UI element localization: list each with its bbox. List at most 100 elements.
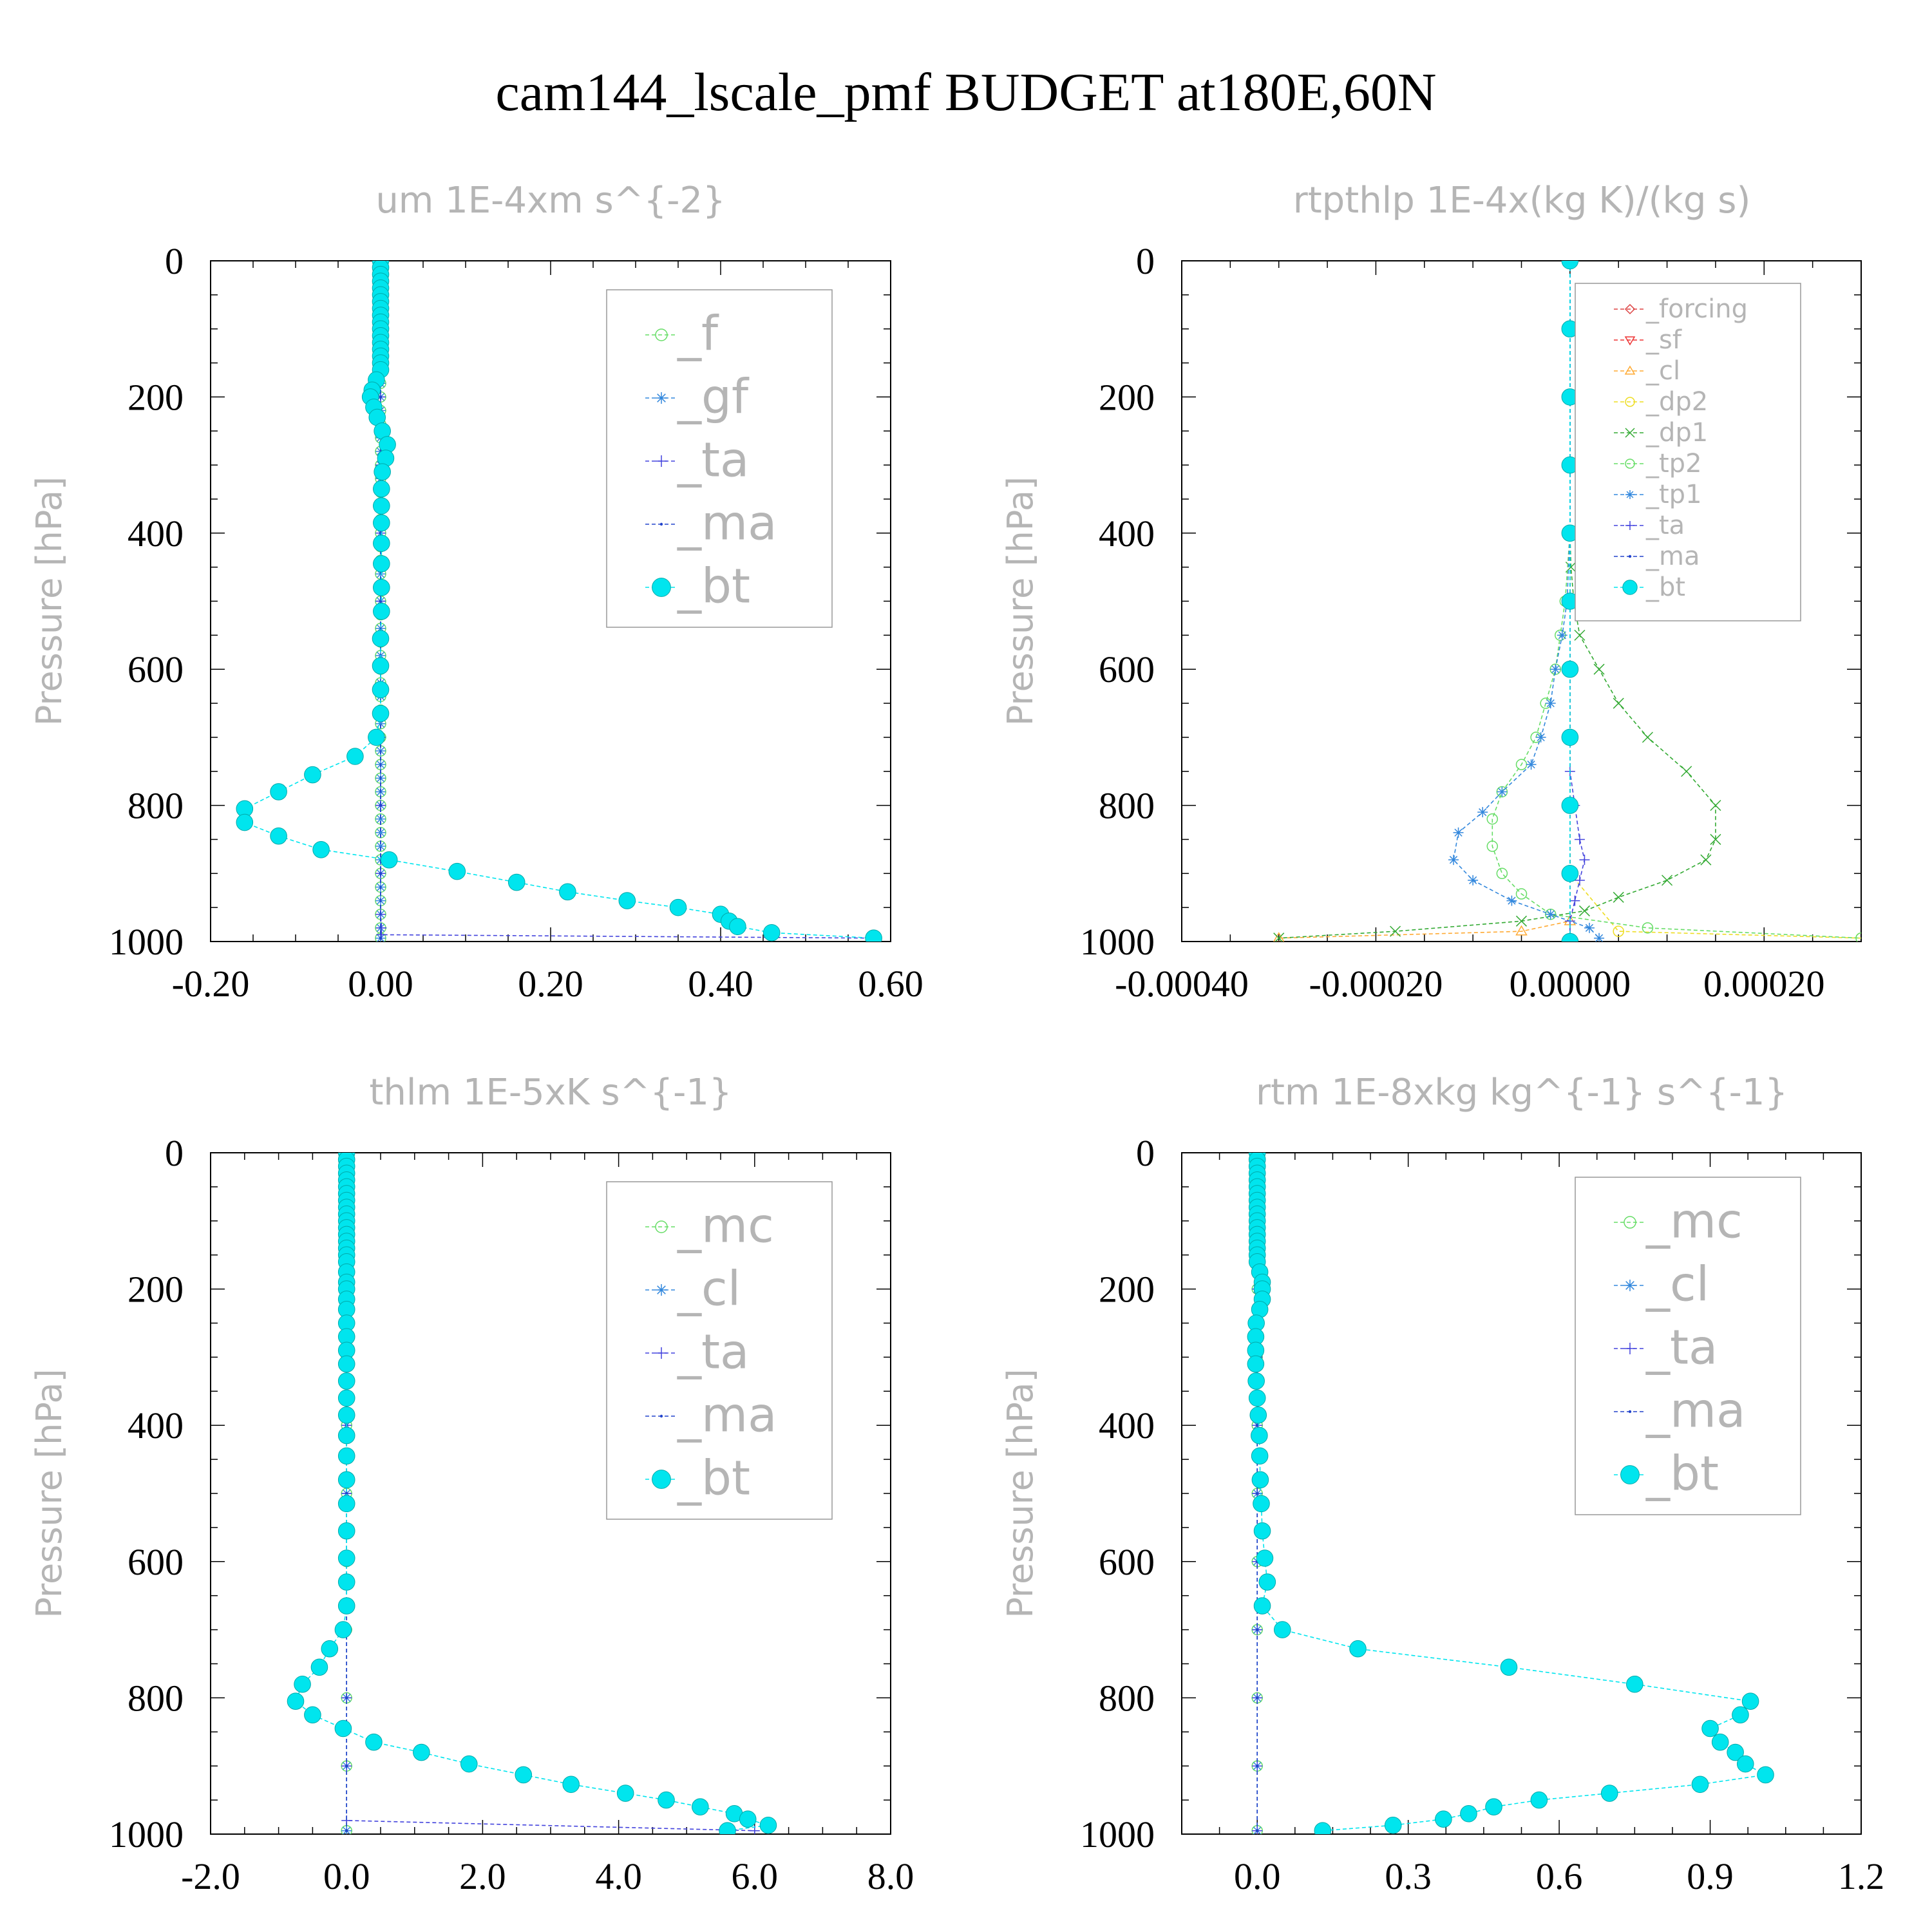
data-point_bt xyxy=(1384,1816,1402,1834)
data-point_bt xyxy=(1435,1810,1452,1828)
legend-label: _ma xyxy=(677,1388,777,1443)
panel-3: 0 200 400 600 800 1000 0.0 0.3 0.6 0.9 1.2 rtm 1E-8… xyxy=(1000,1072,1884,1897)
data-point_dp1 xyxy=(1515,915,1528,927)
legend-marker xyxy=(1625,459,1635,469)
legend-marker xyxy=(652,1470,671,1489)
legend-label: _tp2 xyxy=(1645,449,1702,478)
data-point_bt xyxy=(762,923,781,942)
legend-label: _bt xyxy=(1645,573,1685,602)
data-point_bt xyxy=(270,827,287,845)
data-point_bt xyxy=(1561,728,1579,746)
data-point_dp1 xyxy=(1710,833,1721,845)
data-point_tp2 xyxy=(1855,932,1861,942)
data-point_cl xyxy=(1273,932,1285,942)
data-point_bt xyxy=(1349,1640,1367,1658)
legend-marker xyxy=(1620,1465,1640,1484)
data-point_tp1 xyxy=(1550,664,1561,675)
data-point_bt xyxy=(669,898,687,916)
y-tick-label: 1000 xyxy=(109,1814,184,1855)
data-point_bt xyxy=(337,1406,355,1424)
legend-marker xyxy=(659,522,663,526)
data-point_bt xyxy=(1273,1621,1291,1638)
data-point_bt xyxy=(460,1755,478,1773)
data-point_bt xyxy=(1701,1719,1719,1738)
data-point_bt xyxy=(692,1798,709,1815)
legend-label: _cl xyxy=(1645,1257,1709,1312)
legend-marker xyxy=(1624,303,1636,315)
data-point_tp1 xyxy=(1477,807,1488,818)
legend-marker xyxy=(655,328,668,341)
data-point_bt xyxy=(1247,1355,1265,1373)
data-point_bt xyxy=(337,1471,355,1489)
legend-marker xyxy=(1622,580,1638,595)
legend-marker xyxy=(1625,490,1634,499)
y-tick-label: 200 xyxy=(128,376,184,418)
data-point_ta xyxy=(1579,855,1590,866)
data-point_bt xyxy=(1736,1755,1754,1773)
data-point_ma xyxy=(379,804,383,807)
data-point_tp2 xyxy=(1486,813,1499,825)
data-point_ma xyxy=(345,1765,348,1768)
y-tick-label: 1000 xyxy=(109,921,184,963)
panel-title: thlm 1E-5xK s^{-1} xyxy=(369,1072,732,1113)
data-point_bt xyxy=(287,1692,305,1710)
data-point_bt xyxy=(304,766,321,784)
data-point_gf xyxy=(375,841,386,852)
data-point_bt xyxy=(1561,261,1579,270)
data-point_bt xyxy=(337,1447,355,1465)
series-line_cl xyxy=(1278,261,1571,939)
legend-marker xyxy=(1625,397,1635,407)
data-point_bt xyxy=(1251,1447,1269,1465)
legend-label: _ma xyxy=(1645,1383,1745,1439)
data-point_bt xyxy=(515,1766,533,1784)
data-point_tp2 xyxy=(1486,840,1499,852)
y-tick-label: 400 xyxy=(1099,513,1155,554)
data-point_bt xyxy=(1732,1706,1749,1724)
data-point_tp1 xyxy=(1453,827,1464,838)
y-axis-label: Pressure [hPa] xyxy=(29,1368,70,1618)
data-point_tp1 xyxy=(1584,922,1595,933)
y-axis-label: Pressure [hPa] xyxy=(1000,1368,1041,1618)
data-point_bt xyxy=(372,630,390,647)
y-tick-label: 800 xyxy=(128,1677,184,1719)
data-point_ma xyxy=(1256,1424,1259,1427)
data-point_bt xyxy=(372,705,390,723)
legend-label: _ta xyxy=(677,433,749,488)
data-point_ma xyxy=(1256,1829,1259,1832)
legend-label: _dp1 xyxy=(1645,418,1708,448)
data-point_bt xyxy=(310,1658,328,1676)
legend-marker xyxy=(1624,1343,1636,1354)
x-tick-label: -0.00020 xyxy=(1309,963,1443,1005)
data-point_ma xyxy=(345,1829,348,1832)
data-point_bt xyxy=(372,657,390,675)
data-point_bt xyxy=(337,1372,355,1390)
data-point_dp1 xyxy=(1642,732,1653,743)
panel-title: rtm 1E-8xkg kg^{-1} s^{-1} xyxy=(1256,1072,1788,1113)
y-tick-label: 800 xyxy=(1099,785,1155,827)
data-point_bt xyxy=(1500,1658,1518,1676)
data-point_tp1 xyxy=(1535,732,1546,743)
data-point_bt xyxy=(1247,1372,1265,1390)
data-point_bt xyxy=(1314,1822,1332,1834)
data-point_bt xyxy=(346,748,364,765)
legend-marker xyxy=(1628,554,1632,558)
data-point_ma xyxy=(379,936,383,940)
data-point_bt xyxy=(507,873,526,891)
legend-marker xyxy=(1628,1410,1632,1414)
data-point_bt xyxy=(337,1549,355,1567)
y-axis-label: Pressure [hPa] xyxy=(1000,477,1041,726)
data-point_ma xyxy=(345,1492,348,1495)
data-point_bt xyxy=(1600,1785,1618,1802)
data-point_bt xyxy=(1561,797,1579,814)
y-tick-label: 0 xyxy=(165,1132,184,1174)
data-point_tp1 xyxy=(1506,895,1517,906)
data-point_bt xyxy=(373,535,390,552)
data-point_bt xyxy=(559,883,576,901)
legend-marker xyxy=(655,1220,668,1233)
data-point_bt xyxy=(719,1822,736,1834)
x-tick-label: 0.0 xyxy=(323,1855,370,1897)
legend-marker xyxy=(656,1347,667,1359)
legend-marker xyxy=(652,578,671,597)
data-point_bt xyxy=(368,728,385,746)
data-point_ma xyxy=(1256,1765,1259,1768)
